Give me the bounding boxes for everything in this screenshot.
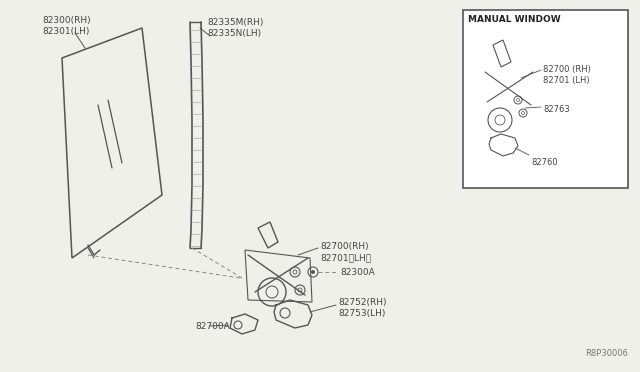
Text: 82760: 82760 bbox=[531, 158, 557, 167]
Bar bbox=[463, 10, 628, 188]
Text: 82335M(RH)
82335N(LH): 82335M(RH) 82335N(LH) bbox=[207, 18, 264, 38]
Text: 82700 (RH)
82701 (LH): 82700 (RH) 82701 (LH) bbox=[543, 65, 591, 85]
Text: MANUAL WINDOW: MANUAL WINDOW bbox=[468, 15, 561, 24]
Circle shape bbox=[311, 270, 315, 274]
Text: 82700A: 82700A bbox=[195, 322, 230, 331]
Text: 82300A: 82300A bbox=[340, 268, 375, 277]
Text: R8P30006: R8P30006 bbox=[585, 349, 628, 358]
Text: 82300(RH)
82301(LH): 82300(RH) 82301(LH) bbox=[42, 16, 91, 36]
Text: 82752(RH)
82753(LH): 82752(RH) 82753(LH) bbox=[338, 298, 387, 318]
Text: 82700(RH)
82701〈LH〉: 82700(RH) 82701〈LH〉 bbox=[320, 242, 371, 262]
Text: 82763: 82763 bbox=[543, 105, 570, 114]
